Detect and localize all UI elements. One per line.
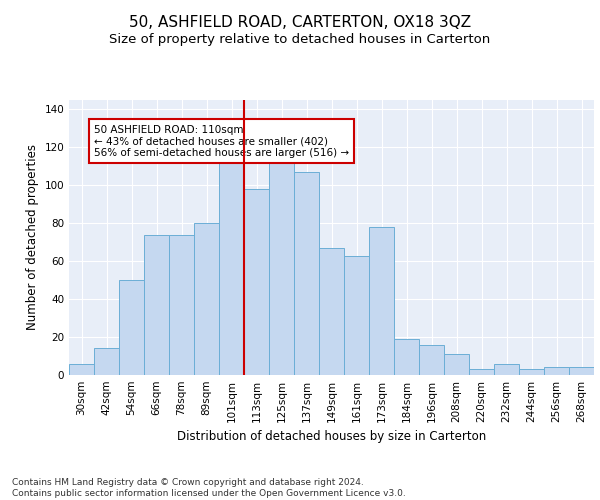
Bar [394, 339, 419, 375]
Text: 50, ASHFIELD ROAD, CARTERTON, OX18 3QZ: 50, ASHFIELD ROAD, CARTERTON, OX18 3QZ [129, 15, 471, 30]
Bar [294, 172, 319, 375]
Bar [494, 364, 519, 375]
Bar [244, 189, 269, 375]
Bar [219, 151, 244, 375]
Bar [569, 368, 594, 375]
Bar [344, 256, 369, 375]
Bar [469, 370, 494, 375]
Bar [544, 368, 569, 375]
Bar [319, 248, 344, 375]
Bar [144, 234, 169, 375]
Bar [444, 354, 469, 375]
Bar [119, 280, 144, 375]
X-axis label: Distribution of detached houses by size in Carterton: Distribution of detached houses by size … [177, 430, 486, 444]
Text: Size of property relative to detached houses in Carterton: Size of property relative to detached ho… [109, 32, 491, 46]
Bar [419, 344, 444, 375]
Y-axis label: Number of detached properties: Number of detached properties [26, 144, 39, 330]
Bar [169, 234, 194, 375]
Text: Contains HM Land Registry data © Crown copyright and database right 2024.
Contai: Contains HM Land Registry data © Crown c… [12, 478, 406, 498]
Bar [519, 370, 544, 375]
Text: 50 ASHFIELD ROAD: 110sqm
← 43% of detached houses are smaller (402)
56% of semi-: 50 ASHFIELD ROAD: 110sqm ← 43% of detach… [94, 124, 349, 158]
Bar [194, 224, 219, 375]
Bar [369, 227, 394, 375]
Bar [269, 157, 294, 375]
Bar [69, 364, 94, 375]
Bar [94, 348, 119, 375]
